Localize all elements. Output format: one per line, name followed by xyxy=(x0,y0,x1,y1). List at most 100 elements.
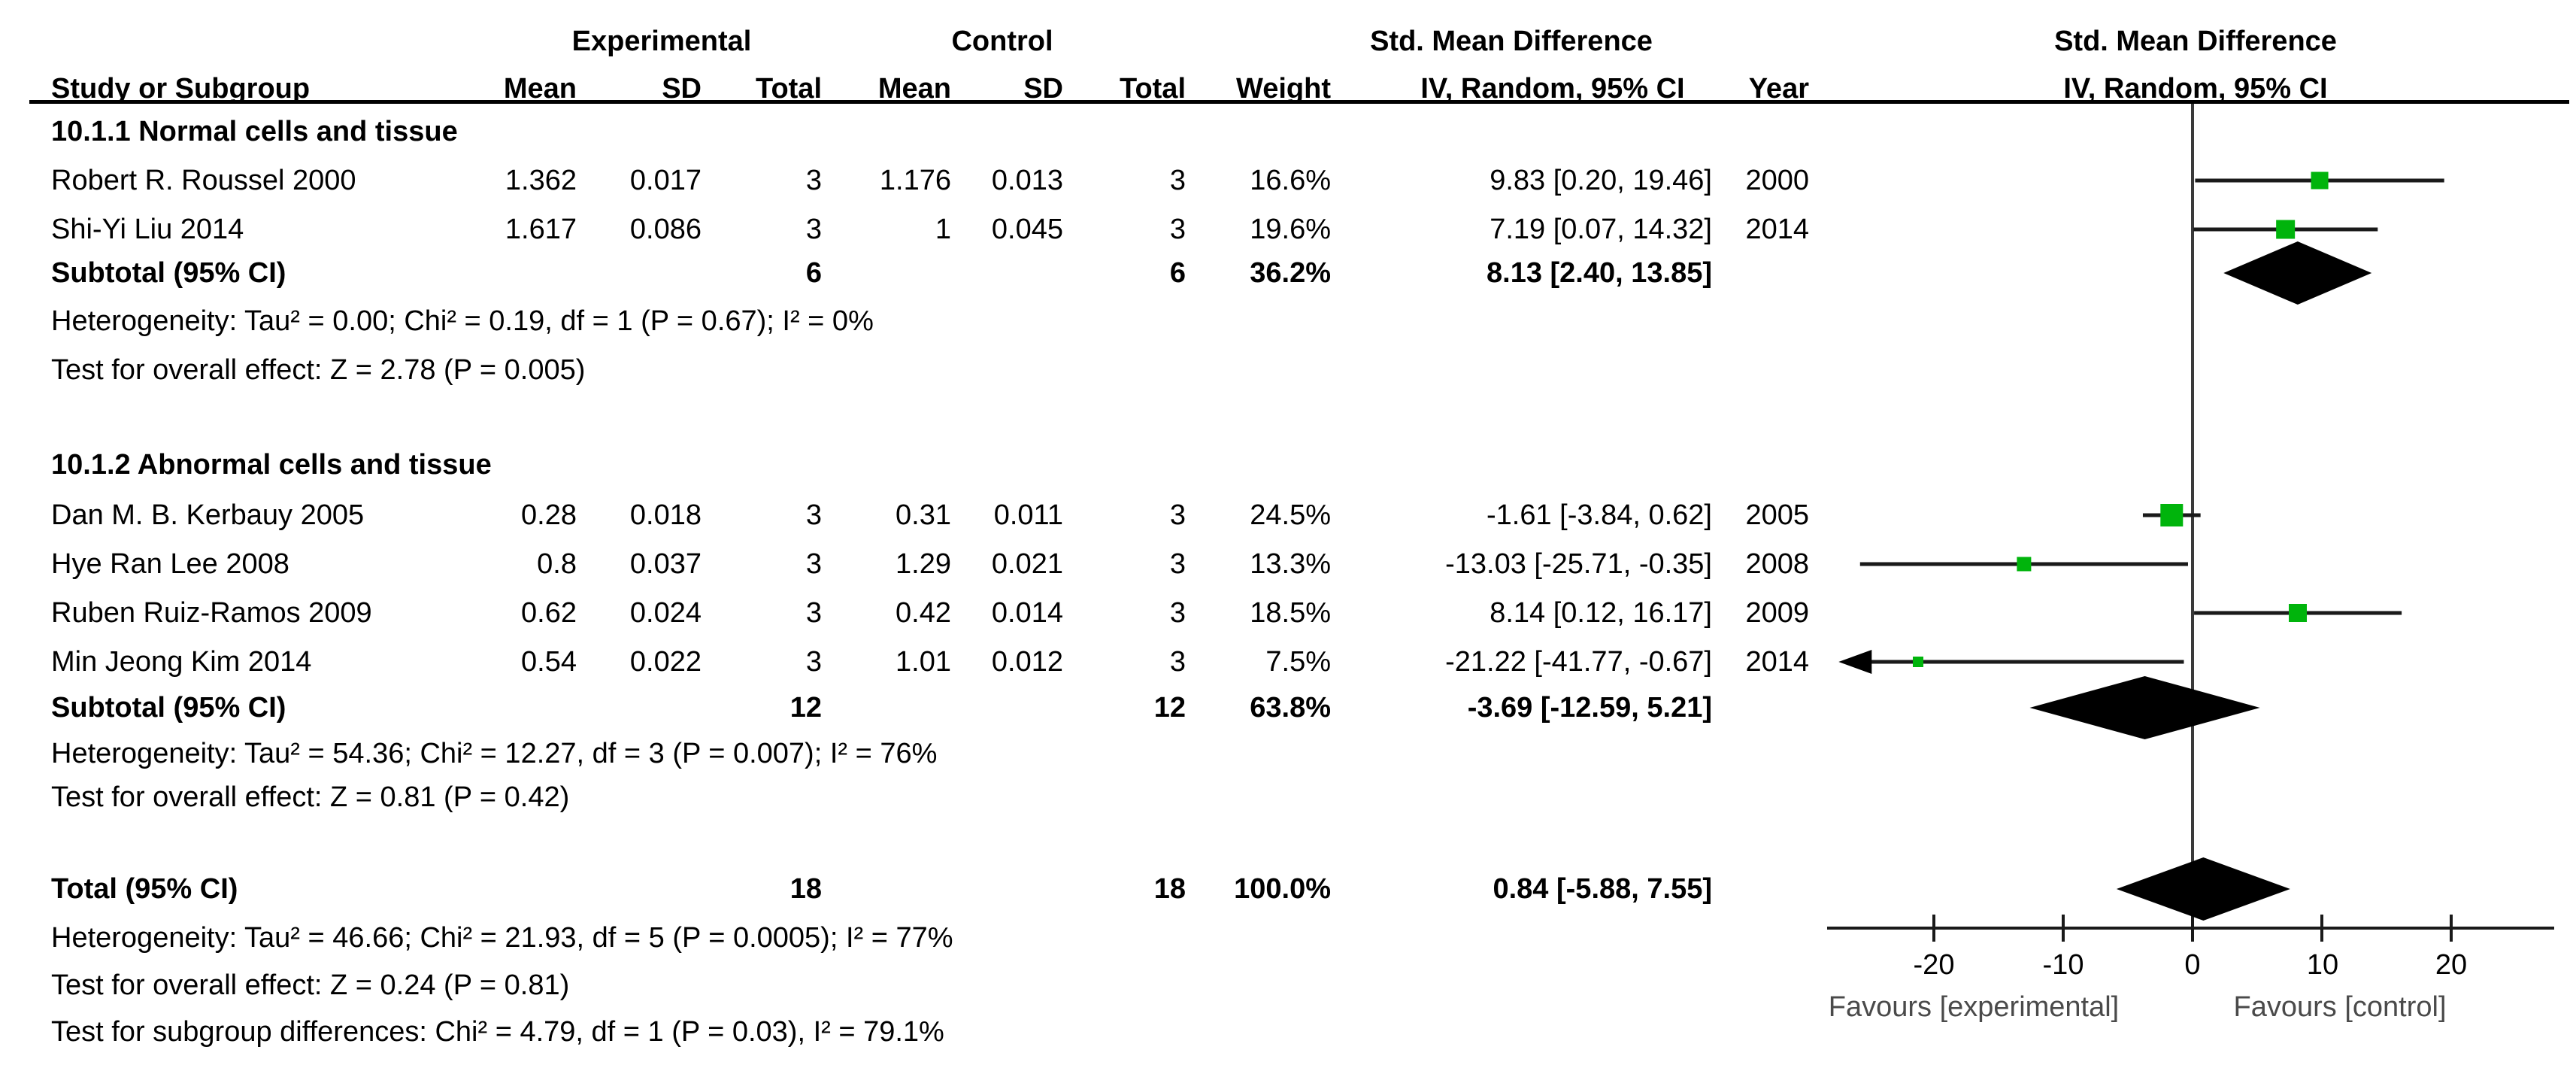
col-header-iv-right: IV, Random, 95% CI xyxy=(2063,73,2328,105)
ci-text: -13.03 [-25.71, -0.35] xyxy=(1445,548,1712,580)
col-header-iv-left: IV, Random, 95% CI xyxy=(1420,73,1685,105)
total-label: Total (95% CI) xyxy=(51,873,238,905)
total-ctl: 3 xyxy=(1169,214,1186,245)
x-tick-label: 0 xyxy=(2184,949,2201,981)
subgroup-title: 10.1.2 Abnormal cells and tissue xyxy=(51,449,492,481)
sd-ctl: 0.012 xyxy=(991,646,1063,678)
sd-exp: 0.018 xyxy=(629,499,702,531)
total-ci: 0.84 [-5.88, 7.55] xyxy=(1493,873,1712,905)
x-tick-label: 20 xyxy=(2435,949,2468,981)
sd-ctl: 0.013 xyxy=(991,165,1063,196)
year-value: 2009 xyxy=(1745,597,1809,629)
mean-exp: 1.617 xyxy=(505,214,577,245)
total-exp: 3 xyxy=(805,646,822,678)
ci-text: -1.61 [-3.84, 0.62] xyxy=(1487,499,1712,531)
favours-left-label: Favours [experimental] xyxy=(1828,991,2120,1023)
total-weight: 100.0% xyxy=(1234,873,1331,905)
mean-ctl: 0.31 xyxy=(896,499,951,531)
x-tick-label: 10 xyxy=(2306,949,2339,981)
total-exp: 3 xyxy=(805,214,822,245)
subgroup-title: 10.1.1 Normal cells and tissue xyxy=(51,116,458,147)
year-value: 2014 xyxy=(1745,646,1809,678)
total-ctl: 3 xyxy=(1169,646,1186,678)
subtotal-n-exp: 6 xyxy=(805,257,822,289)
weight-value: 18.5% xyxy=(1250,597,1331,629)
mean-ctl: 0.42 xyxy=(896,597,951,629)
sd-ctl: 0.021 xyxy=(991,548,1063,580)
sd-ctl: 0.045 xyxy=(991,214,1063,245)
ci-text: -21.22 [-41.77, -0.67] xyxy=(1445,646,1712,678)
weight-value: 24.5% xyxy=(1250,499,1331,531)
sd-ctl: 0.011 xyxy=(993,499,1063,531)
mean-ctl: 1.29 xyxy=(896,548,951,580)
weight-value: 19.6% xyxy=(1250,214,1331,245)
mean-exp: 0.62 xyxy=(521,597,577,629)
total-n-exp: 18 xyxy=(789,873,822,905)
subtotal-n-ctl: 6 xyxy=(1169,257,1186,289)
subtotal-n-ctl: 12 xyxy=(1153,692,1186,724)
total-ctl: 3 xyxy=(1169,597,1186,629)
subtotal-diamond xyxy=(2223,241,2372,305)
col-header-weight: Weight xyxy=(1236,73,1331,105)
subtotal-label: Subtotal (95% CI) xyxy=(51,257,286,289)
study-name: Shi-Yi Liu 2014 xyxy=(51,214,244,245)
year-value: 2000 xyxy=(1745,165,1809,196)
col-header-study: Study or Subgroup xyxy=(51,73,311,105)
total-n-ctl: 18 xyxy=(1153,873,1186,905)
total-ctl: 3 xyxy=(1169,499,1186,531)
weight-value: 16.6% xyxy=(1250,165,1331,196)
ci-text: 9.83 [0.20, 19.46] xyxy=(1490,165,1712,196)
total-exp: 3 xyxy=(805,499,822,531)
study-name: Robert R. Roussel 2000 xyxy=(51,165,356,196)
total-ctl: 3 xyxy=(1169,165,1186,196)
col-group-control: Control xyxy=(951,26,1053,57)
weight-value: 7.5% xyxy=(1265,646,1331,678)
effect-square xyxy=(2289,604,2308,622)
x-tick-label: -10 xyxy=(2042,949,2084,981)
overall-effect-note: Test for overall effect: Z = 0.81 (P = 0… xyxy=(51,781,570,813)
year-value: 2014 xyxy=(1745,214,1809,245)
mean-exp: 1.362 xyxy=(505,165,577,196)
overall-effect-note: Test for overall effect: Z = 2.78 (P = 0… xyxy=(51,354,586,386)
total-exp: 3 xyxy=(805,597,822,629)
col-group-experimental: Experimental xyxy=(571,26,752,57)
sd-exp: 0.086 xyxy=(629,214,702,245)
col-header-sd-ctl: SD xyxy=(1023,73,1063,105)
sd-exp: 0.022 xyxy=(629,646,702,678)
col-group-smd-left: Std. Mean Difference xyxy=(1370,26,1653,57)
subtotal-diamond xyxy=(2029,676,2260,739)
subtotal-ci: -3.69 [-12.59, 5.21] xyxy=(1467,692,1712,724)
total-exp: 3 xyxy=(805,548,822,580)
effect-square xyxy=(1913,657,1924,667)
col-header-sd-exp: SD xyxy=(662,73,702,105)
study-name: Hye Ran Lee 2008 xyxy=(51,548,289,580)
mean-ctl: 1.01 xyxy=(896,646,951,678)
total-ctl: 3 xyxy=(1169,548,1186,580)
col-header-mean-exp: Mean xyxy=(503,73,577,105)
mean-exp: 0.28 xyxy=(521,499,577,531)
col-header-year: Year xyxy=(1748,73,1809,105)
effect-square xyxy=(2160,504,2184,526)
effect-square xyxy=(2276,220,2296,239)
sd-exp: 0.024 xyxy=(629,597,702,629)
subtotal-ci: 8.13 [2.40, 13.85] xyxy=(1487,257,1712,289)
sd-exp: 0.037 xyxy=(629,548,702,580)
study-name: Min Jeong Kim 2014 xyxy=(51,646,312,678)
weight-value: 13.3% xyxy=(1250,548,1331,580)
mean-ctl: 1.176 xyxy=(879,165,951,196)
ci-arrow-left xyxy=(1838,650,1872,674)
study-name: Ruben Ruiz-Ramos 2009 xyxy=(51,597,372,629)
mean-exp: 0.8 xyxy=(537,548,577,580)
total-diamond xyxy=(2116,857,2290,921)
col-group-smd-right: Std. Mean Difference xyxy=(2054,26,2337,57)
ci-text: 7.19 [0.07, 14.32] xyxy=(1490,214,1712,245)
favours-right-label: Favours [control] xyxy=(2233,991,2447,1023)
effect-square xyxy=(2311,171,2329,190)
subtotal-n-exp: 12 xyxy=(789,692,822,724)
effect-square xyxy=(2017,557,2032,572)
col-header-total-ctl: Total xyxy=(1120,73,1186,105)
sd-exp: 0.017 xyxy=(629,165,702,196)
subtotal-weight: 36.2% xyxy=(1250,257,1331,289)
